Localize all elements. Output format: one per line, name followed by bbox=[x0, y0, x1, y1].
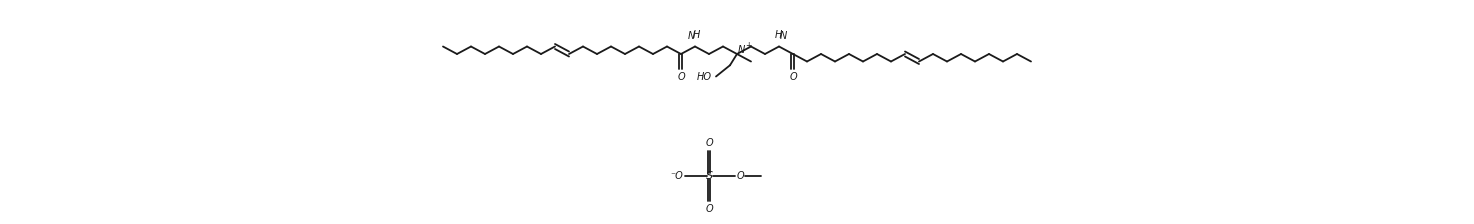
Text: H: H bbox=[693, 30, 700, 39]
Text: O: O bbox=[789, 72, 797, 82]
Text: N: N bbox=[687, 30, 694, 41]
Text: S: S bbox=[706, 171, 713, 181]
Text: ⁻O: ⁻O bbox=[671, 171, 682, 181]
Text: H: H bbox=[774, 30, 781, 39]
Text: N: N bbox=[780, 30, 787, 41]
Text: +: + bbox=[744, 41, 752, 50]
Text: HO: HO bbox=[697, 71, 712, 82]
Text: O: O bbox=[677, 72, 685, 82]
Text: N: N bbox=[737, 45, 744, 55]
Text: O: O bbox=[737, 171, 744, 181]
Text: O: O bbox=[705, 204, 713, 214]
Text: O: O bbox=[705, 138, 713, 148]
